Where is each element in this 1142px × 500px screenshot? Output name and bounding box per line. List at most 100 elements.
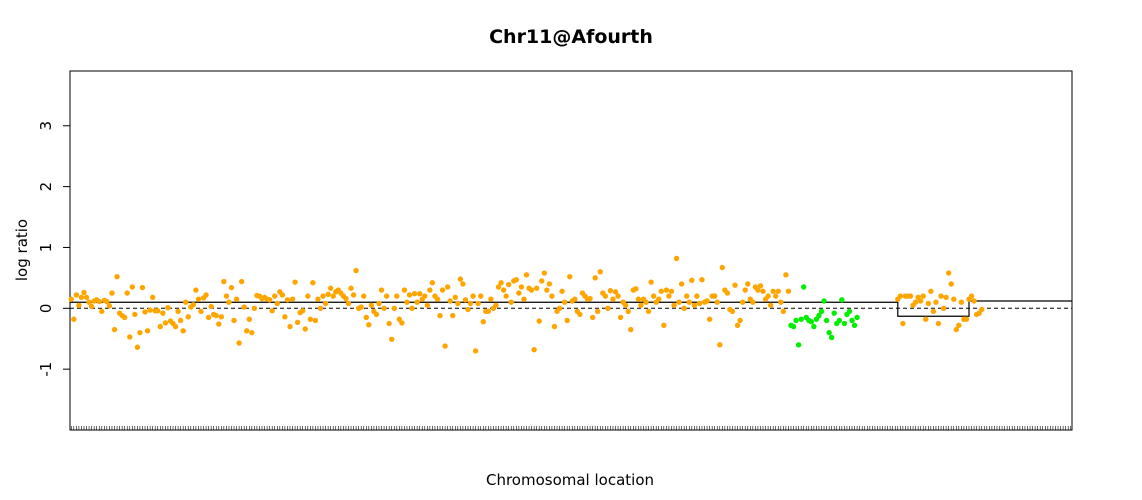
data-point-normal: [193, 287, 199, 293]
data-point-normal: [399, 320, 405, 326]
data-point-normal: [480, 318, 486, 325]
data-point-normal: [633, 286, 639, 292]
data-point-normal: [86, 299, 92, 305]
data-point-normal: [602, 293, 609, 299]
data-point-normal: [505, 281, 512, 288]
data-point-normal: [742, 287, 748, 293]
data-point-normal: [127, 334, 133, 340]
data-point-normal: [556, 305, 563, 312]
data-point-normal: [322, 300, 329, 307]
data-point-normal: [912, 299, 919, 305]
data-point-normal: [704, 298, 710, 304]
data-point-normal: [389, 336, 395, 343]
data-point-normal: [157, 323, 163, 330]
y-tick-label: 1: [37, 243, 55, 253]
data-point-normal: [572, 296, 578, 302]
data-point-normal: [160, 310, 166, 316]
data-point-normal: [694, 293, 700, 299]
y-tick-label: 3: [37, 121, 55, 131]
data-point-normal: [516, 290, 522, 296]
data-point-normal: [696, 300, 703, 307]
data-point-normal: [587, 295, 593, 302]
data-point-normal: [310, 280, 316, 286]
data-point-normal: [531, 346, 537, 353]
data-point-normal: [292, 279, 298, 285]
data-point-normal: [549, 293, 555, 299]
data-point-normal: [325, 291, 331, 298]
data-point-normal: [661, 322, 667, 329]
data-point-normal: [307, 316, 314, 322]
data-point-normal: [724, 290, 731, 296]
data-point-normal: [767, 302, 774, 308]
data-point-normal: [299, 308, 306, 314]
data-point-normal: [485, 308, 492, 315]
data-point-loss: [793, 317, 799, 324]
data-point-normal: [368, 302, 375, 308]
data-point-normal: [147, 307, 153, 313]
data-point-normal: [221, 278, 227, 285]
data-point-normal: [729, 308, 736, 315]
data-point-loss: [826, 329, 832, 336]
data-point-normal: [183, 299, 189, 305]
data-point-normal: [935, 320, 942, 327]
data-point-normal: [689, 277, 695, 284]
data-point-normal: [635, 296, 642, 302]
data-point-normal: [780, 308, 787, 315]
data-point-normal: [129, 284, 136, 290]
data-point-normal: [488, 296, 494, 302]
data-point-normal: [678, 281, 685, 287]
data-point-loss: [798, 316, 804, 322]
data-point-normal: [172, 323, 179, 330]
data-point-normal: [592, 275, 598, 281]
data-point-normal: [478, 293, 484, 299]
data-point-normal: [106, 303, 113, 309]
data-point-normal: [567, 273, 573, 280]
data-point-normal: [628, 326, 634, 333]
data-point-normal: [180, 328, 186, 334]
data-point-normal: [223, 293, 230, 299]
data-point-normal: [465, 306, 471, 313]
data-point-normal: [78, 294, 85, 301]
data-point-normal: [228, 284, 235, 291]
data-point-normal: [320, 293, 326, 299]
data-point-loss: [839, 297, 845, 303]
data-point-normal: [605, 305, 611, 312]
data-point-loss: [846, 308, 853, 315]
data-point-normal: [498, 280, 504, 286]
data-point-normal: [900, 320, 906, 327]
data-point-normal: [508, 299, 514, 305]
data-point-normal: [778, 299, 784, 305]
data-point-normal: [378, 287, 385, 293]
data-point-normal: [452, 294, 458, 301]
data-point-normal: [442, 343, 448, 349]
data-point-loss: [841, 320, 848, 327]
data-point-loss: [795, 342, 802, 348]
data-point-normal: [124, 290, 130, 296]
data-point-normal: [383, 293, 390, 299]
data-point-normal: [938, 293, 944, 299]
data-point-loss: [854, 314, 860, 321]
data-point-normal: [775, 288, 781, 294]
data-point-normal: [358, 304, 364, 310]
data-point-normal: [434, 296, 441, 302]
data-point-normal: [943, 294, 949, 301]
segment-line: [70, 300, 1072, 317]
data-point-normal: [737, 317, 743, 324]
data-point-loss: [800, 284, 807, 290]
data-point-normal: [539, 278, 545, 284]
data-point-normal: [251, 305, 258, 312]
data-point-normal: [739, 299, 746, 305]
data-point-normal: [658, 288, 664, 294]
data-point-normal: [546, 281, 553, 287]
data-point-normal: [302, 326, 308, 332]
data-point-normal: [933, 299, 939, 305]
data-point-normal: [114, 273, 120, 280]
data-point-normal: [205, 314, 212, 321]
data-point-normal: [437, 312, 443, 319]
data-point-normal: [897, 293, 904, 299]
data-point-normal: [411, 291, 418, 297]
data-point-normal: [198, 308, 204, 315]
data-point-normal: [745, 281, 751, 287]
data-point-normal: [907, 293, 914, 299]
